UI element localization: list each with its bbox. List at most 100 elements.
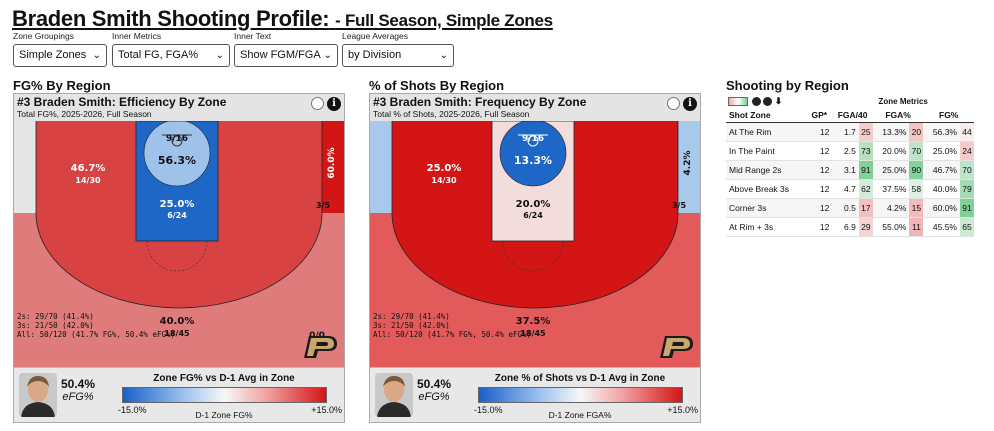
inner-metrics-select[interactable]: Total FG, FGA% ⌄ [112, 44, 230, 67]
fga40-cell: 6.9 [844, 221, 856, 232]
shot-zone-cell: Mid Range 2s [729, 164, 782, 175]
table-row[interactable]: At Rim + 3s 12 6.9 29 55.0% 11 45.5% 65 [726, 217, 974, 236]
efficiency-footer: 50.4% eFG% Zone FG% vs D-1 Avg in Zone -1… [14, 367, 344, 422]
toggle-circle-icon[interactable] [311, 97, 324, 110]
col-fg[interactable]: FG% [923, 108, 974, 123]
efficiency-panel: #3 Braden Smith: Efficiency By Zone Tota… [13, 93, 345, 423]
rim-zone[interactable] [144, 121, 210, 186]
chevron-down-icon: ⌄ [215, 50, 224, 61]
chevron-down-icon: ⌄ [323, 50, 332, 61]
paint-frac: 6/24 [167, 211, 187, 220]
fga40-rank-cell: 17 [858, 198, 873, 217]
scale-high: +15.0% [667, 405, 698, 415]
mid-frac: 14/30 [75, 176, 101, 185]
three-frac: 18/45 [520, 329, 546, 338]
gp-cell: 12 [819, 183, 830, 194]
col-shot-zone[interactable]: Shot Zone [726, 108, 807, 123]
fga40-rank-cell: 73 [858, 141, 873, 160]
settings-icon[interactable] [752, 96, 762, 106]
table-row[interactable]: Corner 3s 12 0.5 17 4.2% 15 60.0% 91 [726, 198, 974, 217]
fga40-rank-cell: 62 [858, 179, 873, 198]
paint-pct: 25.0% [160, 199, 195, 210]
shot-zone-cell: At The Rim [729, 126, 772, 137]
gp-cell: 12 [819, 202, 830, 213]
fg-cell: 60.0% [932, 202, 957, 213]
efficiency-panel-header: #3 Braden Smith: Efficiency By Zone Tota… [14, 94, 344, 121]
shot-zone-cell: At Rim + 3s [729, 221, 774, 232]
title-main: Braden Smith Shooting Profile: [12, 6, 330, 31]
shot-zone-cell: Above Break 3s [729, 183, 790, 194]
scale-title: Zone FG% vs D-1 Avg in Zone [153, 373, 295, 384]
rim-attempts: 9/16 [166, 134, 188, 144]
fgap-rank-cell: 58 [909, 179, 924, 198]
zone-metrics-header: Zone Metrics [878, 96, 928, 106]
table-row[interactable]: Mid Range 2s 12 3.1 91 25.0% 90 46.7% 70 [726, 160, 974, 179]
left-corner-zone[interactable] [14, 121, 36, 213]
frequency-panel-header: #3 Braden Smith: Frequency By Zone Total… [370, 94, 700, 121]
fg-cell: 25.0% [932, 145, 957, 156]
table-tools: ⬇ [726, 94, 806, 108]
all-summary: All: 50/120 (41.7% FG%, 50.4% eFG%) [373, 330, 532, 339]
efficiency-subheader: Total FG%, 2025-2026, Full Season [17, 109, 152, 119]
info-icon[interactable] [763, 96, 773, 106]
col-fgap[interactable]: FGA% [872, 108, 924, 123]
col-gp[interactable]: GP* [806, 108, 833, 123]
twos-summary: 2s: 29/70 (41.4%) [17, 312, 94, 321]
rim-pct: 56.3% [158, 154, 196, 167]
zone-groupings-label: Zone Groupings [13, 31, 74, 41]
fgap-cell: 37.5% [882, 183, 907, 194]
mid-pct: 25.0% [427, 163, 462, 174]
fgap-rank-cell: 90 [909, 160, 924, 179]
fga40-cell: 0.5 [844, 202, 856, 213]
scale-gradient [122, 387, 327, 403]
purdue-logo [304, 336, 337, 358]
paint-frac: 6/24 [523, 211, 543, 220]
info-icon[interactable]: i [683, 97, 697, 111]
rim-zone[interactable] [500, 121, 566, 186]
efficiency-court: 9/16 56.3% 25.0% 6/24 46.7% 14/30 60.0% … [14, 121, 344, 367]
table-row[interactable]: At The Rim 12 1.7 25 13.3% 20 56.3% 44 [726, 122, 974, 141]
zone-groupings-select[interactable]: Simple Zones ⌄ [13, 44, 107, 67]
inner-metrics-value: Total FG, FGA% [118, 49, 199, 61]
threes-summary: 3s: 21/50 (42.0%) [373, 321, 450, 330]
fg-rank-cell: 24 [960, 141, 974, 160]
three-frac: 18/45 [164, 329, 190, 338]
download-icon[interactable]: ⬇ [774, 95, 783, 106]
shots-by-region-title: % of Shots By Region [369, 78, 505, 93]
inner-text-label: Inner Text [234, 31, 272, 41]
corner-frac: 3/5 [316, 201, 330, 210]
league-averages-select[interactable]: by Division ⌄ [342, 44, 454, 67]
efg-label: eFG% [62, 391, 94, 403]
fg-cell: 45.5% [932, 221, 957, 232]
left-corner-zone[interactable] [370, 121, 392, 213]
fgap-cell: 20.0% [882, 145, 907, 156]
corner-pct: 60.0% [327, 147, 337, 178]
info-icon[interactable]: i [327, 97, 341, 111]
shot-zone-cell: Corner 3s [729, 202, 767, 213]
right-corner-zone[interactable] [678, 121, 700, 213]
inner-text-control: Inner Text Show FGM/FGA ⌄ [234, 31, 338, 67]
inner-text-select[interactable]: Show FGM/FGA ⌄ [234, 44, 338, 67]
fg-by-region-title: FG% By Region [13, 78, 111, 93]
fgap-rank-cell: 20 [909, 122, 924, 141]
table-row[interactable]: Above Break 3s 12 4.7 62 37.5% 58 40.0% 79 [726, 179, 974, 198]
fgap-cell: 13.3% [882, 126, 907, 137]
toggle-circle-icon[interactable] [667, 97, 680, 110]
efg-label: eFG% [418, 391, 450, 403]
col-fga40[interactable]: FGA/40 [832, 108, 873, 123]
fga40-cell: 4.7 [844, 183, 856, 194]
gp-cell: 12 [819, 145, 830, 156]
color-legend-icon[interactable] [728, 96, 748, 106]
zone-groupings-value: Simple Zones [19, 49, 87, 61]
inner-metrics-control: Inner Metrics Total FG, FGA% ⌄ [112, 31, 230, 67]
scale-title: Zone % of Shots vs D-1 Avg in Zone [494, 373, 666, 384]
table-row[interactable]: In The Paint 12 2.5 73 20.0% 70 25.0% 24 [726, 141, 974, 160]
gp-cell: 12 [819, 126, 830, 137]
chevron-down-icon: ⌄ [439, 50, 448, 61]
three-pct: 37.5% [516, 316, 551, 327]
scale-low: -15.0% [474, 405, 503, 415]
title-sub: - Full Season, Simple Zones [335, 11, 553, 30]
right-corner-zone[interactable] [322, 121, 344, 213]
purdue-logo [660, 336, 693, 358]
fga40-rank-cell: 25 [858, 122, 873, 141]
